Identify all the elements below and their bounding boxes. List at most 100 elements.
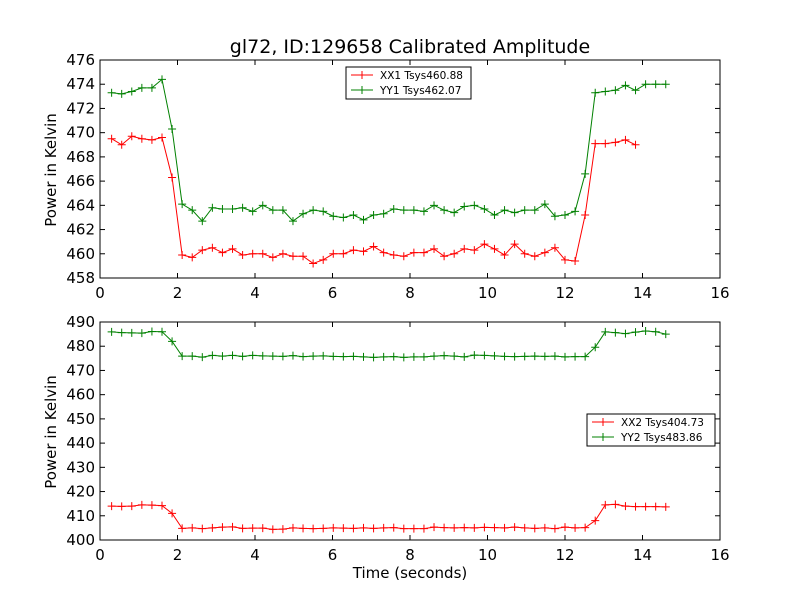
bottom-series-1-point [319, 524, 328, 533]
top-series-1-point [198, 246, 207, 255]
top-series-2-point [299, 209, 308, 218]
bottom-series-1-point [309, 524, 318, 533]
top-series-2-point [238, 203, 247, 212]
top-series-2-point [147, 83, 156, 92]
bottom-series-1-point [591, 516, 600, 525]
bottom-series-1-point [601, 500, 610, 509]
bottom-series-1-point [440, 523, 449, 532]
bottom-series-1-point [480, 523, 489, 532]
top-series-2-point [460, 202, 469, 211]
top-y-tick-label: 466 [66, 172, 95, 190]
bottom-series-1-point [107, 502, 116, 511]
bottom-series-2-point [127, 328, 136, 337]
top-series-2-point [581, 169, 590, 178]
top-series-1-point [450, 249, 459, 258]
bottom-series-2-point [500, 352, 509, 361]
bottom-series-1-point [268, 525, 277, 534]
bottom-series-1-point [581, 523, 590, 532]
bottom-series-1-point [369, 524, 378, 533]
bottom-series-2-point [339, 352, 348, 361]
top-x-tick-label: 0 [95, 284, 105, 302]
bottom-series-2-point [158, 327, 166, 336]
bottom-series-2-point [309, 352, 318, 361]
bottom-series-2-point [530, 352, 539, 361]
top-series-1-point [127, 132, 136, 141]
bottom-series-2-point [520, 352, 529, 361]
top-series-2-point [470, 201, 479, 210]
top-series-1-point [460, 244, 469, 253]
top-series-2-point [561, 211, 569, 220]
bottom-series-2-point [480, 351, 489, 360]
bottom-series-1-point [127, 502, 136, 511]
top-series-2-point [309, 206, 318, 215]
bottom-x-tick-label: 4 [250, 546, 260, 564]
top-series-1-point [581, 211, 590, 220]
bottom-series-2-point [550, 352, 559, 361]
top-series-1-point [178, 250, 187, 259]
top-series-1-point [319, 255, 328, 264]
top-y-tick-label: 468 [66, 148, 95, 166]
bottom-subplot: Power in Kelvin Time (seconds) 0 2 4 6 8 10 12… [42, 313, 730, 582]
bottom-series-2-point [198, 353, 207, 362]
bottom-series-1-point [208, 523, 217, 532]
top-series-1-point [117, 140, 126, 149]
top-series-2-point [500, 206, 509, 215]
bottom-series-1-point [178, 524, 187, 533]
top-series-2-point [631, 86, 640, 95]
bottom-series-2-point [299, 352, 308, 361]
chart-title: gl72, ID:129658 Calibrated Amplitude [230, 36, 590, 58]
bottom-x-tick-label: 12 [555, 546, 574, 564]
bottom-series-1-point [168, 509, 177, 518]
bottom-series-1-point [117, 502, 126, 511]
top-series-2-line [111, 78, 666, 222]
bottom-series-1-point [561, 523, 569, 532]
top-series-2-point [601, 87, 610, 96]
top-series-1-point [399, 252, 408, 261]
top-series-1-point [188, 253, 197, 262]
top-x-tick-label: 6 [328, 284, 338, 302]
bottom-series-2-point [379, 352, 388, 361]
top-series-1-point [147, 135, 156, 144]
top-subplot: gl72, ID:129658 Calibrated Amplitude Pow… [42, 36, 730, 302]
top-series-1-point [631, 140, 640, 149]
bottom-legend-entry: XX2 Tsys404.73 [621, 417, 704, 429]
bottom-series-2-point [470, 351, 479, 360]
top-x-tick-label: 8 [405, 284, 415, 302]
bottom-x-tick-label: 0 [95, 546, 105, 564]
bottom-legend-marker [599, 418, 607, 426]
top-series-2-point [440, 206, 449, 215]
bottom-series-1-point [137, 500, 146, 509]
bottom-y-tick-label: 450 [66, 410, 95, 428]
top-series-2-point [127, 87, 136, 96]
top-series-2-point [550, 212, 559, 221]
bottom-series-2-point [490, 351, 499, 360]
bottom-series-1-point [540, 523, 549, 532]
bottom-series-1-point [198, 524, 207, 533]
x-axis-label: Time (seconds) [352, 564, 468, 582]
top-x-tick-label: 4 [250, 284, 260, 302]
bottom-series-1-point [278, 525, 287, 534]
top-series-1-point [430, 244, 439, 253]
top-series-2-point [490, 211, 499, 220]
bottom-series-1-point [490, 523, 499, 532]
top-y-tick-label: 458 [66, 269, 95, 287]
top-series-2-point [339, 213, 348, 222]
bottom-series-2-point [631, 328, 640, 337]
bottom-series-1-point [228, 522, 237, 531]
bottom-series-1-point [641, 502, 650, 511]
top-series-1-point [359, 247, 368, 256]
bottom-series-1-point [661, 502, 670, 511]
bottom-series-1-point [430, 523, 439, 532]
bottom-series-1-point [359, 523, 368, 532]
top-series-1-point [561, 255, 569, 264]
bottom-series-2-point [188, 352, 197, 361]
bottom-series-1-point [530, 524, 539, 533]
bottom-y-tick-label: 490 [66, 313, 95, 331]
bottom-series-2-point [137, 329, 146, 338]
bottom-series-2-point [349, 352, 358, 361]
bottom-series-1-point [651, 502, 660, 511]
bottom-series-1-point [258, 524, 267, 533]
bottom-series-1-point [218, 523, 227, 532]
top-series-1-point [490, 244, 499, 253]
bottom-series-1-point [147, 501, 156, 510]
